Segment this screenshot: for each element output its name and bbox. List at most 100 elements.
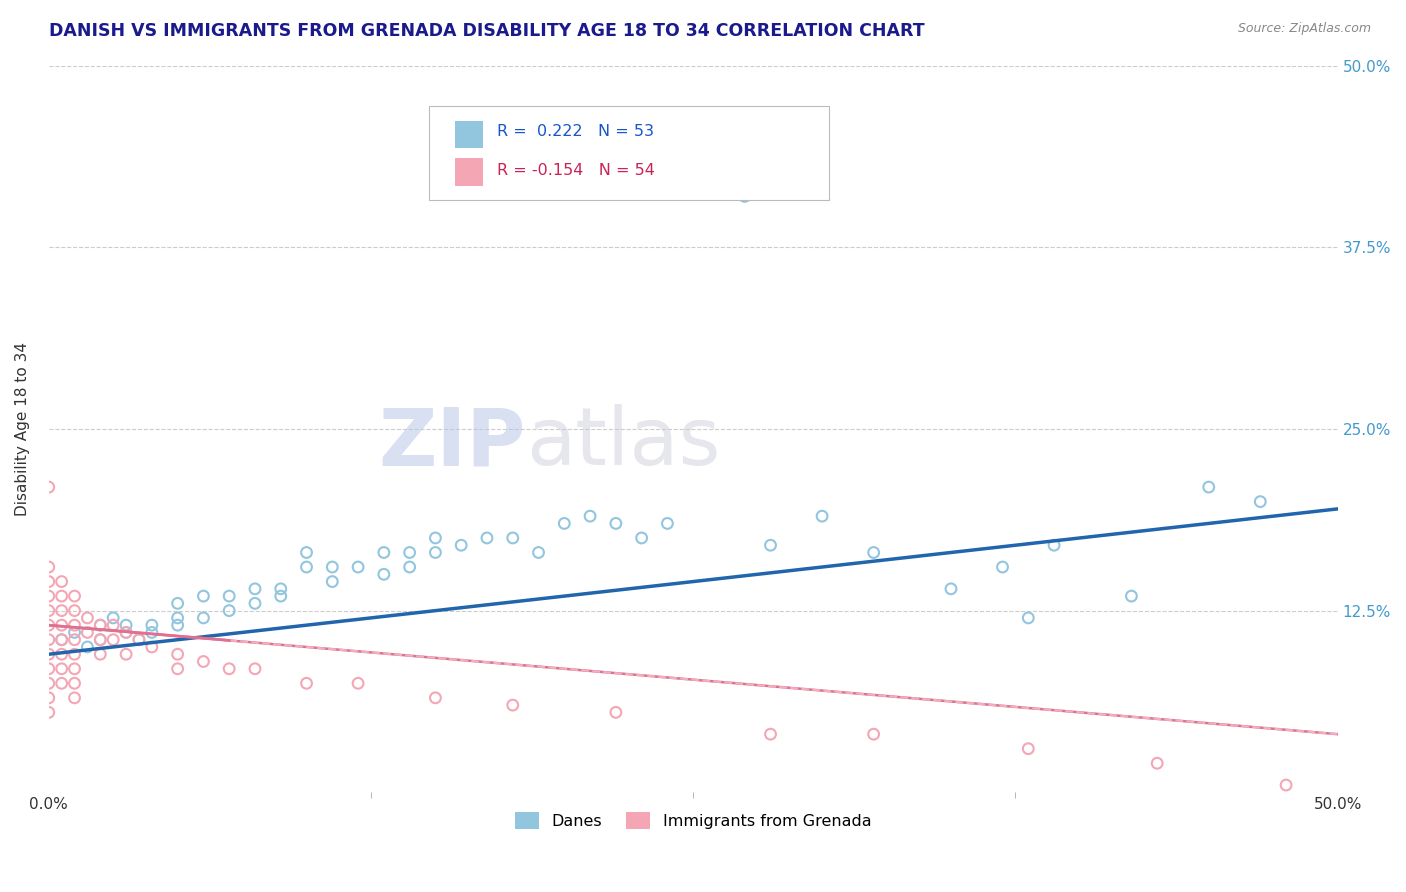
Point	[38, 647, 60, 661]
Point	[862, 727, 884, 741]
Point	[63, 625, 86, 640]
Point	[759, 538, 782, 552]
Point	[51, 604, 73, 618]
Point	[1017, 611, 1039, 625]
Point	[527, 545, 550, 559]
Point	[166, 618, 188, 632]
Point	[630, 531, 652, 545]
Point	[103, 618, 125, 632]
Point	[295, 676, 318, 690]
Point	[425, 545, 447, 559]
Point	[63, 676, 86, 690]
Point	[218, 604, 240, 618]
Point	[347, 676, 370, 690]
Y-axis label: Disability Age 18 to 34: Disability Age 18 to 34	[15, 342, 30, 516]
Point	[811, 509, 834, 524]
Point	[38, 618, 60, 632]
Point	[605, 706, 627, 720]
Point	[1198, 480, 1220, 494]
Point	[128, 632, 150, 647]
Text: R = -0.154   N = 54: R = -0.154 N = 54	[498, 162, 655, 178]
Point	[218, 589, 240, 603]
Point	[38, 604, 60, 618]
Point	[1275, 778, 1298, 792]
Point	[51, 618, 73, 632]
Point	[1146, 756, 1168, 771]
Point	[51, 676, 73, 690]
Point	[475, 531, 498, 545]
Point	[398, 560, 420, 574]
Point	[63, 647, 86, 661]
Point	[63, 618, 86, 632]
Point	[243, 596, 266, 610]
Point	[218, 662, 240, 676]
Point	[605, 516, 627, 531]
Point	[38, 560, 60, 574]
Point	[166, 611, 188, 625]
Text: Source: ZipAtlas.com: Source: ZipAtlas.com	[1237, 22, 1371, 36]
Point	[51, 632, 73, 647]
Point	[38, 676, 60, 690]
Point	[193, 611, 215, 625]
Point	[89, 618, 111, 632]
Point	[89, 632, 111, 647]
Point	[166, 596, 188, 610]
Point	[115, 625, 138, 640]
Point	[38, 706, 60, 720]
Point	[51, 574, 73, 589]
Point	[38, 690, 60, 705]
Point	[502, 531, 524, 545]
Point	[115, 647, 138, 661]
Point	[862, 545, 884, 559]
Point	[63, 662, 86, 676]
Point	[103, 632, 125, 647]
Point	[166, 647, 188, 661]
Point	[1043, 538, 1066, 552]
Point	[991, 560, 1014, 574]
Point	[51, 647, 73, 661]
Point	[76, 640, 98, 654]
Point	[321, 560, 343, 574]
Point	[1121, 589, 1143, 603]
Point	[38, 480, 60, 494]
Point	[193, 589, 215, 603]
Point	[76, 611, 98, 625]
Point	[76, 625, 98, 640]
Point	[63, 589, 86, 603]
Point	[51, 589, 73, 603]
Point	[734, 189, 756, 203]
Point	[38, 662, 60, 676]
Point	[1249, 494, 1271, 508]
Point	[425, 690, 447, 705]
Point	[295, 560, 318, 574]
Point	[657, 516, 679, 531]
Point	[502, 698, 524, 712]
Point	[141, 640, 163, 654]
Point	[63, 690, 86, 705]
Point	[347, 560, 370, 574]
Point	[115, 618, 138, 632]
Point	[295, 545, 318, 559]
Text: ZIP: ZIP	[378, 404, 526, 483]
Point	[38, 632, 60, 647]
Point	[51, 662, 73, 676]
Point	[243, 662, 266, 676]
Point	[939, 582, 962, 596]
Point	[759, 727, 782, 741]
Text: DANISH VS IMMIGRANTS FROM GRENADA DISABILITY AGE 18 TO 34 CORRELATION CHART: DANISH VS IMMIGRANTS FROM GRENADA DISABI…	[49, 22, 925, 40]
Point	[373, 545, 395, 559]
Point	[373, 567, 395, 582]
Point	[38, 589, 60, 603]
Point	[38, 574, 60, 589]
Point	[450, 538, 472, 552]
Point	[63, 632, 86, 647]
Point	[51, 632, 73, 647]
FancyBboxPatch shape	[454, 158, 484, 186]
Point	[115, 625, 138, 640]
Point	[553, 516, 575, 531]
Point	[398, 545, 420, 559]
Point	[1017, 741, 1039, 756]
Point	[321, 574, 343, 589]
Text: atlas: atlas	[526, 404, 720, 483]
Point	[243, 582, 266, 596]
